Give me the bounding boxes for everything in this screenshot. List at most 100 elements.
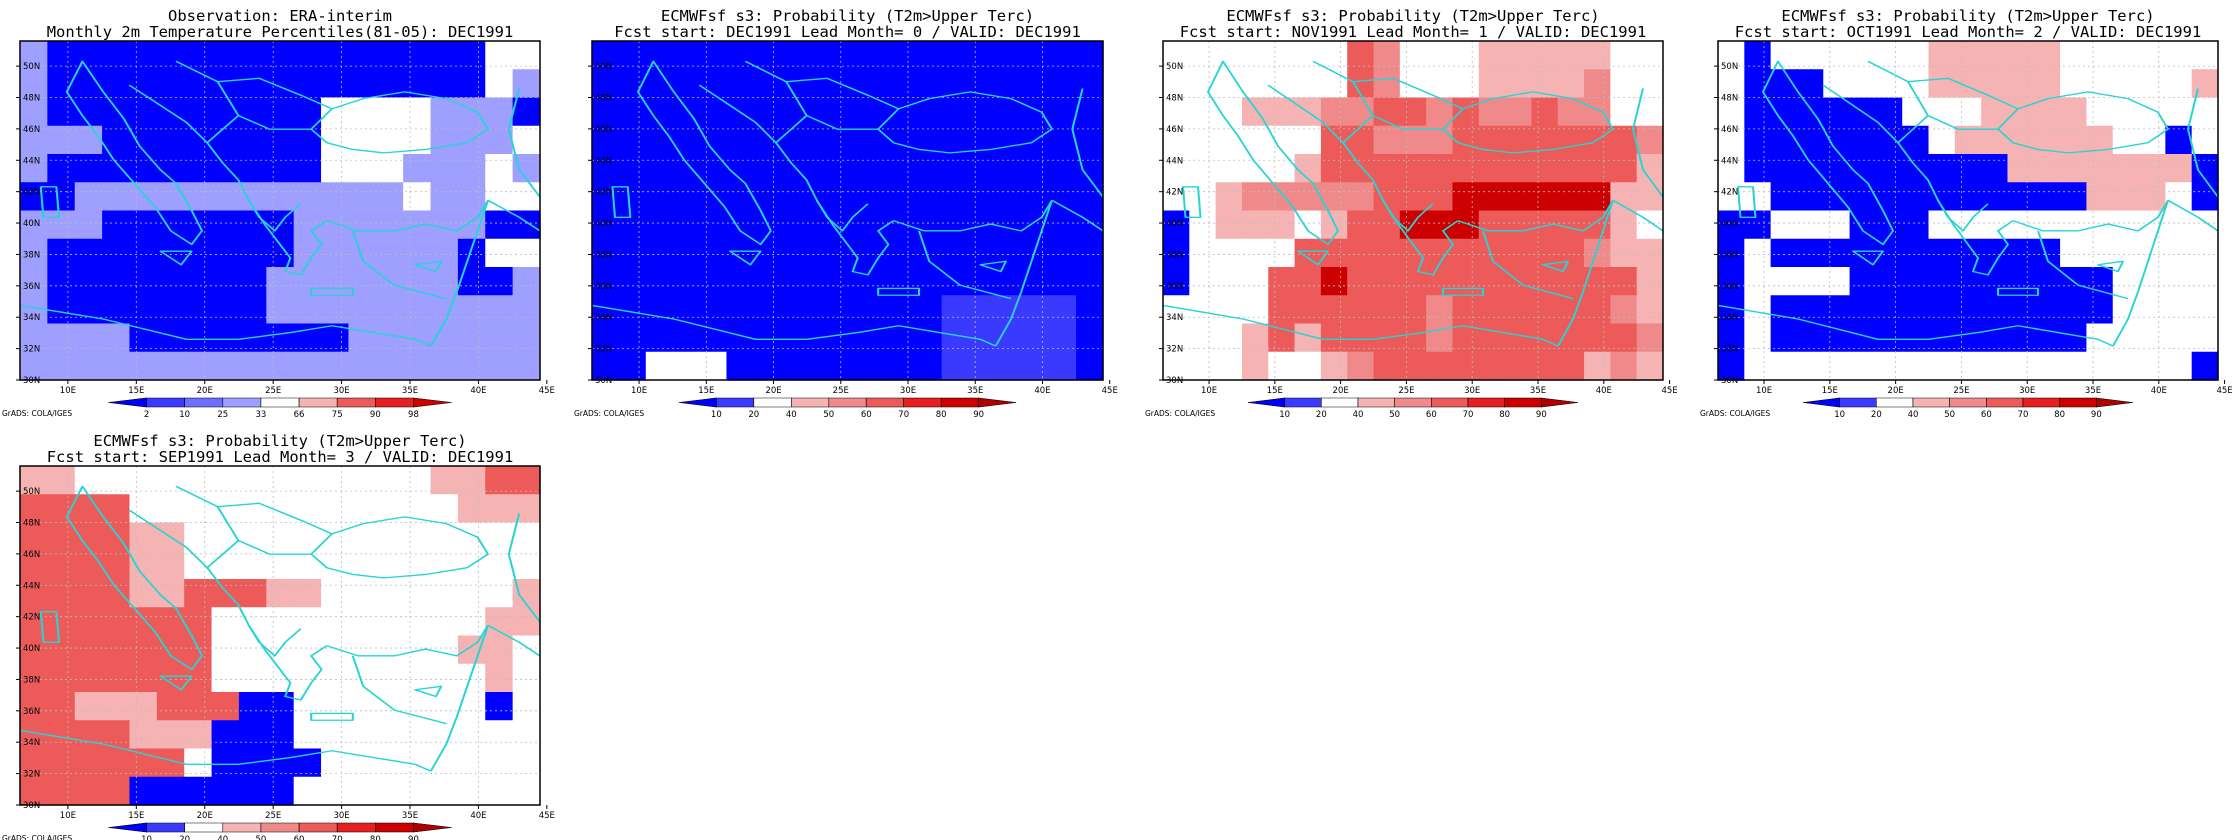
grid-cell bbox=[2191, 295, 2219, 325]
lon-tick-label: 25E bbox=[833, 386, 849, 396]
grid-cell bbox=[129, 210, 158, 240]
grid-cell bbox=[995, 154, 1023, 183]
grid-cell bbox=[914, 351, 943, 381]
grid-cell bbox=[266, 267, 295, 296]
colorbar-swatch bbox=[1949, 397, 1987, 408]
grid-cell bbox=[1163, 323, 1190, 353]
grid-cell bbox=[1744, 295, 1772, 325]
grid-cell bbox=[2165, 210, 2193, 240]
grid-cell bbox=[1215, 210, 1243, 240]
lat-tick-label: 38N bbox=[1166, 250, 1183, 260]
grid-cell bbox=[1373, 238, 1401, 268]
grid-cell bbox=[102, 663, 131, 693]
lat-tick-label: 34N bbox=[595, 313, 612, 323]
grid-cell bbox=[47, 97, 76, 127]
grid-cell bbox=[1320, 125, 1348, 155]
grid-cell bbox=[20, 41, 48, 70]
grid-cell bbox=[211, 550, 240, 580]
colorbar-swatch bbox=[146, 822, 185, 833]
grid-cell bbox=[348, 351, 377, 381]
grid-cell bbox=[1189, 295, 1217, 325]
grid-cell bbox=[293, 267, 322, 296]
grid-cell bbox=[2139, 323, 2166, 353]
grid-cell bbox=[2086, 295, 2114, 325]
grid-cell bbox=[457, 97, 486, 127]
grid-cell bbox=[512, 522, 541, 552]
grid-cell bbox=[430, 550, 459, 580]
grid-cell bbox=[238, 494, 267, 524]
grid-cell bbox=[1823, 238, 1851, 268]
grid-cell bbox=[1744, 267, 1772, 296]
grid-cell bbox=[753, 323, 781, 353]
grid-cell bbox=[1320, 97, 1348, 127]
grid-cell bbox=[1505, 125, 1533, 155]
lat-tick-label: 44N bbox=[1721, 156, 1738, 166]
grid-cell bbox=[1902, 41, 1930, 70]
lat-tick-label: 44N bbox=[595, 156, 612, 166]
grid-cell bbox=[47, 41, 76, 70]
grid-cell bbox=[1718, 41, 1745, 70]
grid-cell bbox=[2165, 69, 2193, 99]
grid-cell bbox=[266, 351, 295, 381]
grid-cell bbox=[1902, 125, 1930, 155]
grid-cell bbox=[348, 663, 377, 693]
grid-cell bbox=[1294, 182, 1322, 212]
grid-cell bbox=[348, 635, 377, 665]
grid-cell bbox=[780, 238, 808, 268]
grid-cell bbox=[485, 466, 514, 495]
grid-cell bbox=[592, 154, 620, 183]
grid-cell bbox=[1163, 41, 1190, 70]
grid-cell bbox=[1584, 154, 1611, 183]
grid-cell bbox=[1294, 69, 1322, 99]
grid-cell bbox=[941, 238, 970, 268]
grid-cell bbox=[1823, 41, 1851, 70]
grid-cell bbox=[430, 579, 459, 608]
lon-tick-label: 35E bbox=[402, 386, 418, 396]
grid-cell bbox=[1954, 182, 1982, 212]
grid-cell bbox=[699, 69, 728, 99]
grid-cell bbox=[1426, 41, 1454, 70]
grid-cell bbox=[618, 323, 647, 353]
grid-cell bbox=[1189, 125, 1217, 155]
grid-cell bbox=[430, 351, 459, 381]
grid-cell bbox=[780, 210, 808, 240]
grid-cell bbox=[834, 351, 862, 381]
grid-cell bbox=[1478, 323, 1506, 353]
grid-cell bbox=[457, 663, 486, 693]
grid-cell bbox=[102, 323, 131, 353]
grid-cell bbox=[293, 210, 322, 240]
lon-tick-label: 10E bbox=[1756, 386, 1772, 396]
grid-cell bbox=[1770, 238, 1798, 268]
colorbar-swatch bbox=[1467, 397, 1505, 408]
colorbar-swatch bbox=[903, 397, 942, 408]
grid-cell bbox=[1049, 69, 1077, 99]
grid-cell bbox=[457, 776, 486, 806]
grid-cell bbox=[1849, 238, 1877, 268]
lat-tick-label: 50N bbox=[1721, 62, 1738, 72]
grid-cell bbox=[74, 663, 103, 693]
grid-cell bbox=[753, 125, 781, 155]
grid-cell bbox=[1928, 41, 1956, 70]
grid-cell bbox=[129, 663, 158, 693]
grid-cell bbox=[618, 154, 647, 183]
grid-cell bbox=[1531, 295, 1559, 325]
grid-cell bbox=[403, 41, 432, 70]
grid-cell bbox=[129, 692, 158, 721]
grid-cell bbox=[20, 579, 48, 608]
grid-cell bbox=[1399, 125, 1427, 155]
grid-cell bbox=[512, 323, 541, 353]
graticule bbox=[1163, 41, 1663, 380]
grid-cell bbox=[156, 351, 185, 381]
grid-cell bbox=[2191, 125, 2219, 155]
grid-cell bbox=[1796, 210, 1824, 240]
colorbar: 2 10 25 33 66 75 90 98 bbox=[108, 397, 452, 420]
grid-cell bbox=[914, 238, 943, 268]
grid-cell bbox=[726, 182, 754, 212]
grid-cell bbox=[834, 267, 862, 296]
grid-cell bbox=[457, 267, 486, 296]
grid-cell bbox=[860, 351, 889, 381]
grid-cell bbox=[1320, 69, 1348, 99]
grid-cell bbox=[1796, 267, 1824, 296]
grid-cell bbox=[20, 494, 48, 524]
grid-cell bbox=[2060, 238, 2088, 268]
